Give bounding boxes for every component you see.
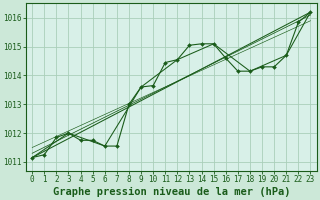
X-axis label: Graphe pression niveau de la mer (hPa): Graphe pression niveau de la mer (hPa) [52, 186, 290, 197]
